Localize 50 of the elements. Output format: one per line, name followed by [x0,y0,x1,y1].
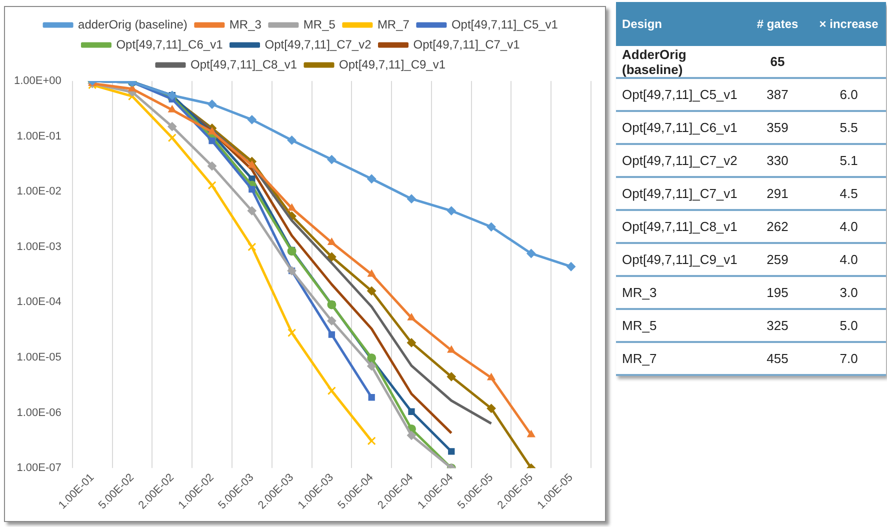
category-label: Opt[49,7,11]_C9_v1 [616,243,744,276]
category-label: Opt[49,7,11]_C5_v1 [616,78,744,111]
y-tick-label: 1.00E-03 [16,240,62,253]
data-label: 5.5 [812,111,886,144]
data-label: 259 [743,243,812,276]
category-label: MR_7 [616,342,744,375]
data-label: 4.5 [812,177,886,210]
data-label: 65 [743,46,812,78]
category-label: MR_3 [616,276,744,309]
legend-label: Opt[49,7,11]_C8_v1 [190,57,298,72]
data-label: 3.0 [812,276,886,309]
legend-label: Opt[49,7,11]_C9_v1 [339,57,446,72]
category-label: Opt[49,7,11]_C8_v1 [616,210,744,243]
legend-label: MR_5 [303,17,336,32]
text: Design [616,2,744,46]
data-label: 4.0 [812,210,886,243]
text: # gates [743,2,812,46]
data-label: 262 [743,210,812,243]
y-tick-label: 1.00E+00 [14,75,62,88]
data-label: 7.0 [812,342,886,375]
data-label: 325 [743,309,812,342]
legend-label: Opt[49,7,11]_C7_v1 [413,37,520,52]
category-label: Opt[49,7,11]_C7_v1 [616,177,744,210]
y-tick-label: 1.00E-02 [16,186,62,198]
y-tick-label: 1.00E-06 [16,406,62,419]
text: × increase [812,2,886,46]
data-label: 455 [743,342,812,375]
data-label: 4.0 [812,243,886,276]
y-tick-label: 1.00E-01 [16,130,62,142]
legend-label: MR_7 [377,17,410,32]
legend-label: Opt[49,7,11]_C6_v1 [116,37,224,52]
data-label: 387 [743,78,812,111]
data-label: 330 [743,144,812,177]
y-tick-label: 1.00E-07 [16,462,62,474]
data-label: 6.0 [812,78,886,111]
category-label: Opt[49,7,11]_C6_v1 [616,111,744,144]
legend-label: Opt[49,7,11]_C7_v2 [264,37,372,52]
data-label: 291 [743,177,812,210]
legend-label: Opt[49,7,11]_C5_v1 [451,17,558,32]
y-tick-label: 1.00E-05 [16,352,62,364]
data-label: 195 [743,276,812,309]
data-label: 359 [743,111,812,144]
y-tick-label: 1.00E-04 [16,296,62,308]
category-label: Opt[49,7,11]_C7_v2 [616,144,744,177]
category-label: AdderOrig (baseline) [616,46,744,78]
data-label: 5.1 [812,144,886,177]
legend-label: MR_3 [229,17,262,32]
category-label: MR_5 [616,309,744,342]
data-label: 5.0 [812,309,886,342]
legend-label: adderOrig (baseline) [78,17,188,32]
